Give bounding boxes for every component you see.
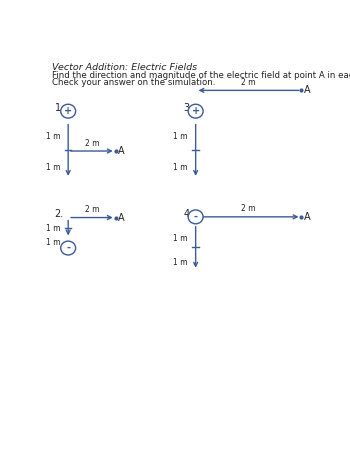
- Ellipse shape: [61, 241, 76, 255]
- Text: 2.: 2.: [55, 209, 64, 219]
- Text: 4.: 4.: [183, 209, 192, 219]
- Text: 1 m: 1 m: [173, 234, 188, 243]
- Text: 3.: 3.: [183, 103, 192, 112]
- Ellipse shape: [188, 104, 203, 118]
- Text: 2 m: 2 m: [241, 204, 256, 213]
- Text: 1 m: 1 m: [46, 225, 60, 234]
- Text: 2 m: 2 m: [85, 139, 99, 148]
- Text: +: +: [64, 106, 72, 116]
- Text: 2 m: 2 m: [241, 78, 256, 87]
- Text: Vector Addition: Electric Fields: Vector Addition: Electric Fields: [52, 63, 197, 72]
- Text: 1 m: 1 m: [173, 131, 188, 140]
- Text: -: -: [194, 212, 198, 222]
- Text: 1 m: 1 m: [46, 131, 60, 140]
- Text: Check your answer on the simulation.: Check your answer on the simulation.: [52, 78, 215, 87]
- Text: 1.: 1.: [55, 103, 64, 112]
- Text: +: +: [191, 106, 200, 116]
- Text: 2 m: 2 m: [85, 205, 99, 214]
- Text: Find the direction and magnitude of the electric field at point A in each of the: Find the direction and magnitude of the …: [52, 71, 350, 80]
- Text: A: A: [304, 212, 311, 222]
- Text: 1 m: 1 m: [173, 163, 188, 172]
- Ellipse shape: [188, 210, 203, 224]
- Text: A: A: [118, 146, 125, 156]
- Text: -: -: [66, 243, 70, 253]
- Text: 1 m: 1 m: [46, 163, 60, 172]
- Text: A: A: [118, 212, 125, 223]
- Text: 1 m: 1 m: [173, 258, 188, 267]
- Ellipse shape: [61, 104, 76, 118]
- Text: 1 m: 1 m: [46, 238, 60, 248]
- Text: A: A: [304, 86, 311, 95]
